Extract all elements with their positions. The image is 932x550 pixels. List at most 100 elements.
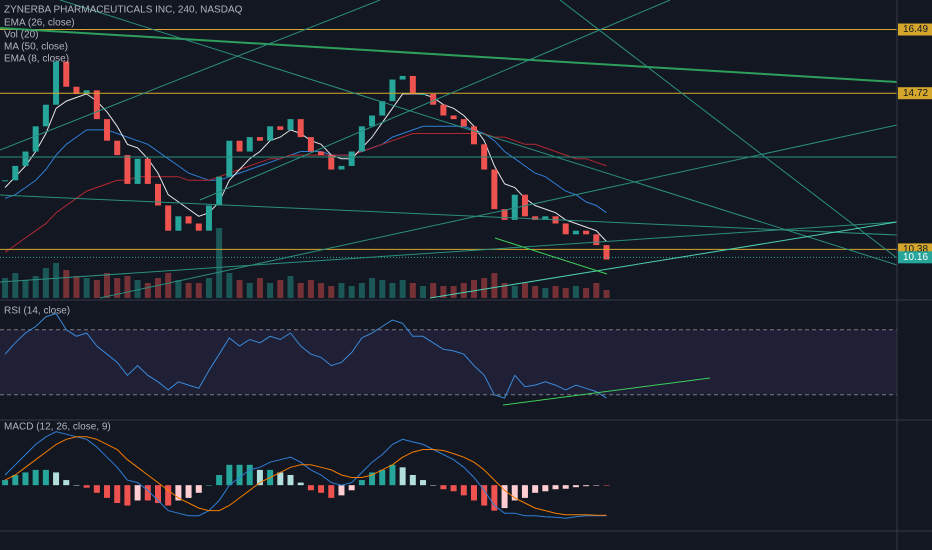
macd-histogram-bar <box>63 480 70 486</box>
macd-histogram-bar <box>481 485 488 506</box>
macd-histogram-bar <box>154 485 161 503</box>
rsi-band <box>0 329 897 395</box>
legend-entry: Vol (20) <box>4 30 38 41</box>
candle <box>205 205 212 231</box>
macd-histogram-bar <box>328 485 335 498</box>
candle <box>287 119 294 130</box>
macd-histogram-bar <box>470 485 477 501</box>
macd-histogram-bar <box>593 485 600 486</box>
volume-bar <box>195 283 202 298</box>
volume-bar <box>287 276 294 298</box>
volume-bar <box>226 273 233 298</box>
candle <box>603 245 610 260</box>
macd-histogram-bar <box>226 464 233 486</box>
candle <box>175 216 182 231</box>
volume-bar <box>12 273 19 298</box>
macd-histogram-bar <box>93 485 100 493</box>
candle <box>328 155 335 170</box>
last-price-label: 10.16 <box>903 252 928 263</box>
macd-histogram-bar <box>307 485 314 491</box>
macd-histogram-bar <box>195 485 202 493</box>
trendline <box>0 221 898 283</box>
candle <box>63 61 70 87</box>
candle <box>572 230 579 235</box>
volume-bar <box>53 263 60 298</box>
volume-bar <box>267 283 274 298</box>
volume-bar <box>603 290 610 298</box>
volume-bar <box>185 283 192 298</box>
candle <box>450 115 457 120</box>
candle <box>542 216 549 220</box>
volume-bar <box>470 280 477 298</box>
candle <box>583 230 590 235</box>
volume-bar <box>379 280 386 298</box>
macd-histogram-bar <box>32 469 39 486</box>
macd-histogram-bar <box>572 485 579 488</box>
volume-bar <box>154 278 161 298</box>
candle <box>409 75 416 94</box>
volume-bar <box>83 278 90 298</box>
volume-bar <box>2 278 9 298</box>
candle <box>338 165 345 170</box>
macd-histogram-bar <box>318 485 325 493</box>
candle <box>256 137 263 141</box>
macd-histogram-bar <box>2 480 9 486</box>
candle <box>460 119 467 127</box>
volume-bar <box>511 286 518 298</box>
candle <box>114 140 121 156</box>
level-label: 16.49 <box>903 24 928 35</box>
macd-histogram-bar <box>420 480 427 486</box>
macd-histogram-bar <box>185 485 192 498</box>
chart-title: ZYNERBA PHARMACEUTICALS INC, 240, NASDAQ <box>4 5 243 16</box>
volume-bar <box>358 283 365 298</box>
candle <box>491 169 498 210</box>
candle <box>195 223 202 231</box>
candle <box>124 155 131 184</box>
macd-histogram-bar <box>501 485 508 509</box>
candle <box>307 137 314 152</box>
rsi-trendline <box>502 377 711 406</box>
trendline <box>199 0 671 201</box>
macd-histogram-bar <box>144 485 151 501</box>
macd-histogram-bar <box>12 474 19 486</box>
macd-histogram-bar <box>42 469 49 486</box>
macd-histogram-bar <box>521 485 528 498</box>
candle <box>501 209 508 220</box>
candle <box>440 104 447 116</box>
macd-histogram-bar <box>358 480 365 486</box>
candle <box>369 115 376 127</box>
volume-bar <box>73 276 80 298</box>
volume-bar <box>205 278 212 298</box>
trendline <box>494 237 608 275</box>
candle <box>511 194 518 220</box>
macd-histogram-bar <box>440 485 447 490</box>
volume-bar <box>552 286 559 298</box>
candle <box>22 151 29 166</box>
volume-bar <box>420 286 427 298</box>
macd-histogram-bar <box>297 482 304 486</box>
indicator-line <box>4 93 607 242</box>
candle <box>42 104 49 127</box>
macd-histogram-bar <box>542 485 549 492</box>
trendline <box>429 221 898 299</box>
macd-histogram-bar <box>175 485 182 501</box>
macd-histogram-bar <box>338 485 345 496</box>
volume-bar <box>216 228 223 298</box>
candle <box>389 79 396 102</box>
candle <box>532 216 539 220</box>
legend-entry: MA (50, close) <box>4 42 68 53</box>
volume-bar <box>521 283 528 298</box>
volume-bar <box>460 283 467 298</box>
volume-bar <box>409 283 416 298</box>
level-label-box <box>898 87 932 100</box>
volume-bar <box>348 286 355 298</box>
signal-line <box>4 436 607 516</box>
level-label: 10.38 <box>903 244 928 255</box>
volume-bar <box>532 286 539 298</box>
candle <box>154 183 161 206</box>
candle <box>562 223 569 235</box>
volume-bar <box>114 278 121 298</box>
macd-histogram-bar <box>399 467 406 486</box>
